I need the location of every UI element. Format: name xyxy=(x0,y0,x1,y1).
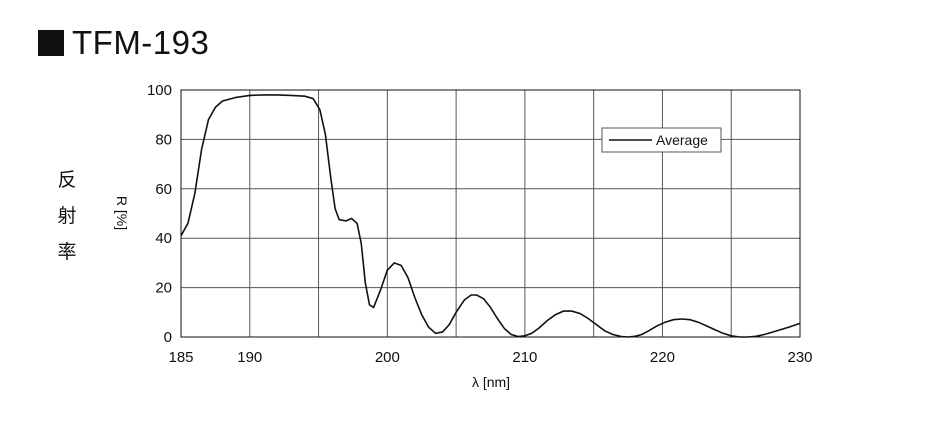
y-tick-label: 40 xyxy=(155,230,172,247)
reflectance-char-2: 射 xyxy=(57,206,77,227)
legend-label: Average xyxy=(656,132,708,148)
x-tick-label: 230 xyxy=(787,349,812,366)
y-tick-label: 0 xyxy=(164,329,172,346)
grid-lines xyxy=(181,90,800,337)
y-tick-label: 20 xyxy=(155,280,172,297)
series-line-average xyxy=(180,94,801,338)
y-tick-labels: 0 20 40 60 80 100 xyxy=(147,82,172,346)
x-tick-label: 210 xyxy=(512,349,537,366)
y-axis-label: R [%] xyxy=(114,196,130,230)
y-tick-label: 100 xyxy=(147,82,172,99)
legend: Average xyxy=(601,127,722,153)
x-tick-label: 200 xyxy=(375,349,400,366)
x-tick-label: 190 xyxy=(237,349,262,366)
chart-title-text: TFM-193 xyxy=(72,24,210,61)
reflectance-label: 反 射 率 xyxy=(55,163,79,271)
chart-title: TFM-193 xyxy=(38,24,209,62)
plot-frame xyxy=(180,89,801,338)
reflectance-char-3: 率 xyxy=(57,242,77,263)
x-tick-label: 185 xyxy=(168,349,193,366)
y-tick-label: 80 xyxy=(155,131,172,148)
x-tick-label: 220 xyxy=(650,349,675,366)
reflectance-char-1: 反 xyxy=(57,170,77,191)
square-icon xyxy=(38,30,64,56)
x-axis-label: λ [nm] xyxy=(472,374,510,390)
y-tick-label: 60 xyxy=(155,181,172,198)
x-tick-labels: 185 190 200 210 220 230 xyxy=(168,349,812,366)
